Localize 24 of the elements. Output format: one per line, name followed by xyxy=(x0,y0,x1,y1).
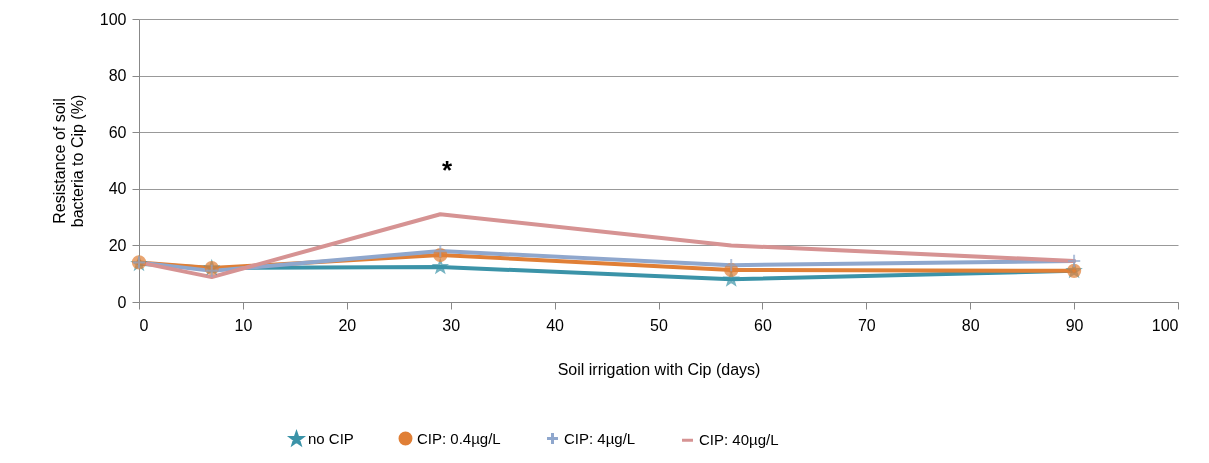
x-tick-label: 50 xyxy=(650,316,668,334)
x-tick-label: 60 xyxy=(754,316,772,334)
x-tick-label: 80 xyxy=(961,316,980,334)
y-tick-label: 40 xyxy=(108,180,127,198)
x-tick-label: 90 xyxy=(1065,316,1084,334)
x-tick-label: 70 xyxy=(857,316,876,334)
y-tick-label: 0 xyxy=(117,293,127,311)
legend-label: CIP: 0.4µg/L xyxy=(417,429,501,447)
y-tick-label: 80 xyxy=(108,67,127,85)
y-tick-label: 60 xyxy=(108,123,127,141)
legend-label: CIP: 40µg/L xyxy=(699,431,779,449)
x-tick-label: 0 xyxy=(139,316,149,334)
x-tick-label: 30 xyxy=(442,316,461,334)
x-tick-label: 40 xyxy=(546,316,565,334)
x-axis-title: Soil irrigation with Cip (days) xyxy=(557,360,761,378)
y-tick-label: 100 xyxy=(99,10,127,28)
y-tick-label: 20 xyxy=(108,236,127,254)
annotation: * xyxy=(441,155,453,185)
x-tick-label: 10 xyxy=(234,316,253,334)
y-axis-title: Resistance of soil bacteria to Cip (%) xyxy=(50,94,86,228)
x-tick-label: 20 xyxy=(338,316,357,334)
legend-label: no CIP xyxy=(308,430,354,448)
x-tick-label: 100 xyxy=(1151,316,1179,334)
legend-label: CIP: 4µg/L xyxy=(564,429,636,447)
